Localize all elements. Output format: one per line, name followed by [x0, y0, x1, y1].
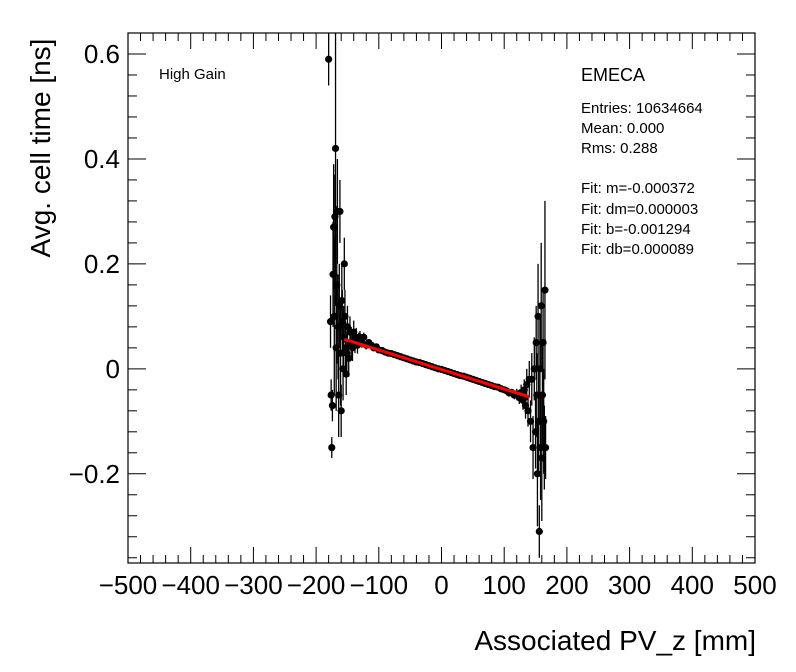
stats-name: EMECA: [581, 65, 645, 85]
x-tick-label: 200: [545, 570, 588, 600]
x-tick-label: −100: [350, 570, 409, 600]
point-marker: [524, 407, 532, 415]
stats-fit-m: Fit: m=-0.000372: [581, 180, 695, 197]
point-marker: [535, 527, 543, 536]
y-tick-label: 0.6: [84, 39, 120, 69]
fit-line-group: [343, 337, 530, 399]
point-marker: [336, 207, 344, 216]
stats-fit-b: Fit: b=-0.001294: [581, 221, 691, 238]
point-marker: [325, 55, 333, 63]
stats-rms: Rms: 0.288: [581, 140, 658, 157]
data-point: [328, 437, 336, 459]
point-marker: [328, 401, 337, 410]
data-point: [535, 505, 543, 558]
y-axis: −0.2 0 0.2 0.4 0.6: [69, 32, 755, 559]
x-axis-label: Associated PV_z [mm]: [474, 625, 756, 656]
x-axis: −500 −400 −300 −200 −100 0 100 200 300 400 500: [99, 33, 777, 600]
x-tick-label: −500: [99, 570, 158, 600]
y-axis-label: Avg. cell time [ns]: [25, 39, 56, 258]
data-point: [328, 389, 337, 422]
point-marker: [340, 260, 348, 268]
x-tick-label: 0: [434, 570, 448, 600]
y-tick-label: 0.2: [84, 249, 120, 279]
data-point: [526, 400, 535, 443]
data-point: [340, 237, 348, 291]
point-marker: [528, 375, 536, 383]
data-point: [336, 179, 344, 243]
point-marker: [337, 407, 345, 415]
x-tick-label: −400: [161, 570, 220, 600]
point-marker: [331, 144, 340, 153]
data-point: [541, 200, 549, 380]
stats-entries: Entries: 10634664: [581, 100, 703, 117]
data-point: [331, 33, 340, 306]
point-marker: [328, 443, 336, 452]
data-point: [326, 295, 335, 348]
y-tick-label: 0.4: [84, 144, 120, 174]
data-point: [541, 416, 550, 480]
x-tick-label: 100: [483, 570, 526, 600]
point-marker: [360, 333, 368, 341]
data-point: [360, 332, 368, 343]
data-point: [337, 384, 345, 438]
stats-fit-db: Fit: db=0.000089: [581, 241, 694, 258]
point-marker: [345, 354, 353, 362]
fit-line: [343, 337, 530, 399]
x-tick-label: 300: [608, 570, 651, 600]
point-marker: [529, 443, 537, 452]
data-point: [529, 416, 537, 480]
point-marker: [541, 443, 550, 452]
stats-fit-dm: Fit: dm=0.000003: [581, 201, 698, 218]
stats-box: EMECA Entries: 10634664 Mean: 0.000 Rms:…: [581, 65, 703, 258]
data-point: [345, 339, 353, 377]
stats-mean: Mean: 0.000: [581, 120, 664, 137]
y-tick-label: −0.2: [69, 459, 120, 489]
point-marker: [341, 312, 349, 320]
x-tick-label: 500: [733, 570, 776, 600]
y-tick-label: 0: [106, 354, 120, 384]
x-tick-label: −300: [224, 570, 283, 600]
point-marker: [326, 318, 335, 326]
data-point: [528, 353, 536, 406]
gain-label: High Gain: [159, 66, 226, 83]
point-marker: [526, 417, 535, 425]
data-point: [325, 33, 333, 86]
x-tick-label: 400: [671, 570, 714, 600]
x-tick-label: −200: [287, 570, 346, 600]
point-marker: [541, 286, 549, 294]
